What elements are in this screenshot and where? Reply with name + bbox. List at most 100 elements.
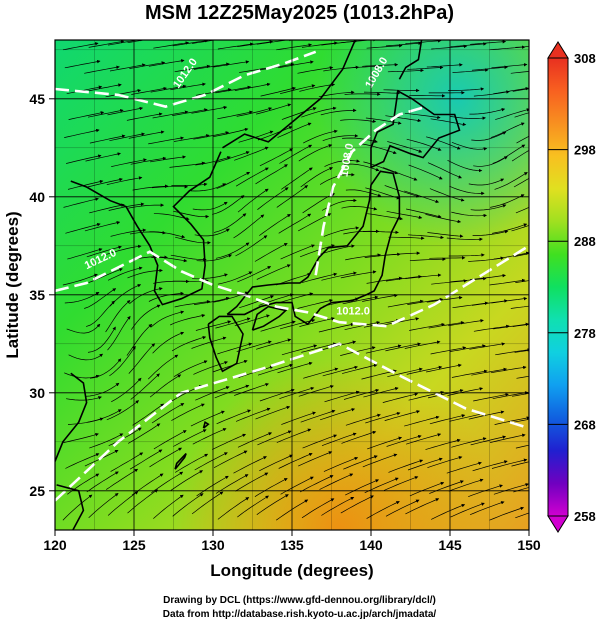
streamline	[319, 473, 354, 490]
streamline	[174, 64, 211, 73]
streamline	[344, 321, 381, 331]
streamline	[344, 92, 381, 96]
streamline	[192, 428, 227, 445]
streamline	[152, 110, 189, 119]
streamline	[171, 403, 205, 421]
streamline	[89, 203, 125, 214]
coastline	[207, 315, 244, 373]
streamline	[406, 365, 443, 375]
streamline	[516, 375, 529, 379]
streamline	[151, 403, 185, 424]
streamline	[513, 253, 529, 258]
streamline	[126, 323, 153, 356]
streamline	[297, 299, 333, 309]
streamline	[214, 213, 247, 233]
streamline	[490, 122, 525, 138]
streamline	[301, 498, 335, 519]
streamline	[492, 391, 529, 400]
streamline	[257, 126, 293, 141]
x-tick-label: 145	[438, 537, 462, 553]
streamline	[362, 293, 398, 302]
streamline	[298, 451, 333, 467]
streamline	[173, 210, 210, 219]
streamline	[364, 477, 399, 494]
streamline	[493, 483, 529, 495]
streamline	[175, 236, 211, 245]
streamline	[259, 148, 294, 167]
streamline	[340, 346, 376, 356]
streamline	[429, 414, 466, 425]
streamline	[471, 131, 507, 141]
streamline	[89, 134, 126, 144]
streamline	[367, 213, 403, 221]
streamline	[447, 387, 484, 396]
streamline	[492, 144, 526, 164]
streamline	[153, 494, 184, 519]
streamline	[153, 41, 190, 49]
streamline	[130, 373, 160, 400]
streamline	[319, 408, 356, 421]
streamline	[260, 86, 296, 97]
streamline	[471, 367, 508, 376]
streamline	[84, 65, 120, 74]
streamline	[301, 106, 337, 118]
streamline	[89, 358, 122, 379]
streamline	[298, 384, 334, 397]
streamline	[217, 271, 253, 285]
streamline	[234, 314, 270, 327]
streamline	[385, 342, 421, 352]
streamline	[278, 60, 314, 69]
streamline	[384, 185, 420, 198]
x-tick-label: 150	[517, 537, 541, 553]
streamline	[111, 377, 142, 403]
streamline	[254, 478, 288, 497]
streamline	[65, 222, 101, 234]
streamline	[235, 472, 269, 492]
streamline	[192, 201, 228, 211]
streamline	[450, 42, 487, 48]
streamline	[430, 346, 467, 355]
streamline	[64, 292, 100, 304]
streamline	[216, 171, 251, 189]
streamline	[127, 489, 159, 514]
streamline	[256, 494, 289, 515]
streamline	[342, 137, 378, 144]
colorbar-tick-label: 268	[574, 417, 596, 432]
streamline	[493, 251, 529, 260]
streamline	[431, 44, 468, 50]
coastline	[251, 305, 288, 331]
streamline	[343, 163, 380, 172]
streamline	[150, 310, 185, 328]
streamline	[255, 405, 291, 420]
streamline	[257, 187, 289, 210]
streamline	[280, 244, 315, 260]
streamline	[191, 491, 224, 515]
streamline	[217, 110, 253, 120]
streamline	[385, 115, 422, 123]
streamline	[128, 130, 165, 139]
streamline	[405, 433, 442, 445]
streamline	[473, 324, 510, 332]
streamline	[279, 84, 316, 95]
streamline	[469, 501, 505, 516]
streamline	[217, 342, 253, 355]
streamline	[87, 409, 122, 423]
streamline	[407, 234, 444, 240]
streamline	[407, 297, 444, 305]
streamline	[318, 90, 355, 98]
streamline	[513, 487, 529, 493]
streamline	[385, 274, 422, 282]
streamline	[173, 429, 207, 447]
streamline	[382, 167, 418, 181]
streamline	[257, 430, 292, 446]
streamline	[385, 499, 420, 517]
streamline	[298, 144, 333, 162]
streamline	[470, 273, 506, 280]
streamline	[363, 319, 400, 328]
streamline	[451, 437, 487, 448]
streamline	[468, 178, 505, 186]
streamline	[108, 202, 145, 211]
streamline	[345, 189, 382, 197]
streamline	[323, 456, 359, 472]
